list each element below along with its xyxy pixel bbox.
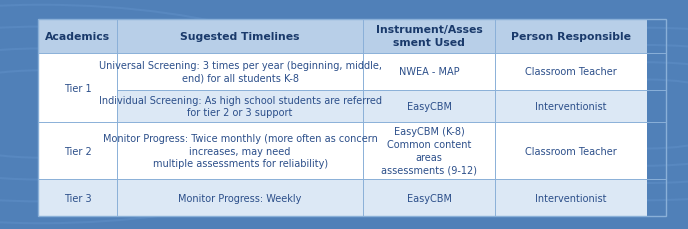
Bar [117, 90, 363, 123]
Bar [363, 19, 495, 54]
Text: Monitor Progress: Twice monthly (more often as concern
increases, may need
multi: Monitor Progress: Twice monthly (more of… [103, 133, 378, 169]
Bar [495, 179, 647, 216]
Text: Individual Screening: As high school students are referred
for tier 2 or 3 suppo: Individual Screening: As high school stu… [98, 95, 382, 118]
Text: Monitor Progress: Weekly: Monitor Progress: Weekly [178, 193, 302, 203]
Text: Academics: Academics [45, 32, 110, 42]
Bar [117, 179, 363, 216]
Text: Classroom Teacher: Classroom Teacher [525, 146, 617, 156]
Bar [38, 54, 117, 123]
Text: Classroom Teacher: Classroom Teacher [525, 67, 617, 77]
Text: EasyCBM: EasyCBM [407, 102, 452, 112]
Text: EasyCBM: EasyCBM [407, 193, 452, 203]
Bar [117, 19, 363, 54]
Bar [38, 19, 666, 216]
Bar [363, 90, 495, 123]
Bar [495, 19, 647, 54]
Bar [363, 54, 495, 90]
Text: Interventionist: Interventionist [535, 102, 607, 112]
Bar [495, 54, 647, 90]
Text: Tier 2: Tier 2 [63, 146, 92, 156]
Bar [495, 123, 647, 179]
Text: Instrument/Asses
sment Used: Instrument/Asses sment Used [376, 25, 482, 48]
Text: Interventionist: Interventionist [535, 193, 607, 203]
Bar [38, 123, 117, 179]
Bar [495, 90, 647, 123]
Bar [38, 19, 117, 54]
Bar [38, 179, 117, 216]
Text: Sugested Timelines: Sugested Timelines [180, 32, 300, 42]
Text: Tier 1: Tier 1 [63, 83, 92, 93]
Bar [117, 54, 363, 90]
Text: EasyCBM (K-8)
Common content
areas
assessments (9-12): EasyCBM (K-8) Common content areas asses… [381, 127, 477, 175]
Bar [363, 179, 495, 216]
Text: Tier 3: Tier 3 [63, 193, 92, 203]
Text: Universal Screening: 3 times per year (beginning, middle,
end) for all students : Universal Screening: 3 times per year (b… [98, 61, 382, 84]
Text: Person Responsible: Person Responsible [511, 32, 631, 42]
Bar [363, 123, 495, 179]
Bar [117, 123, 363, 179]
Text: NWEA - MAP: NWEA - MAP [399, 67, 460, 77]
